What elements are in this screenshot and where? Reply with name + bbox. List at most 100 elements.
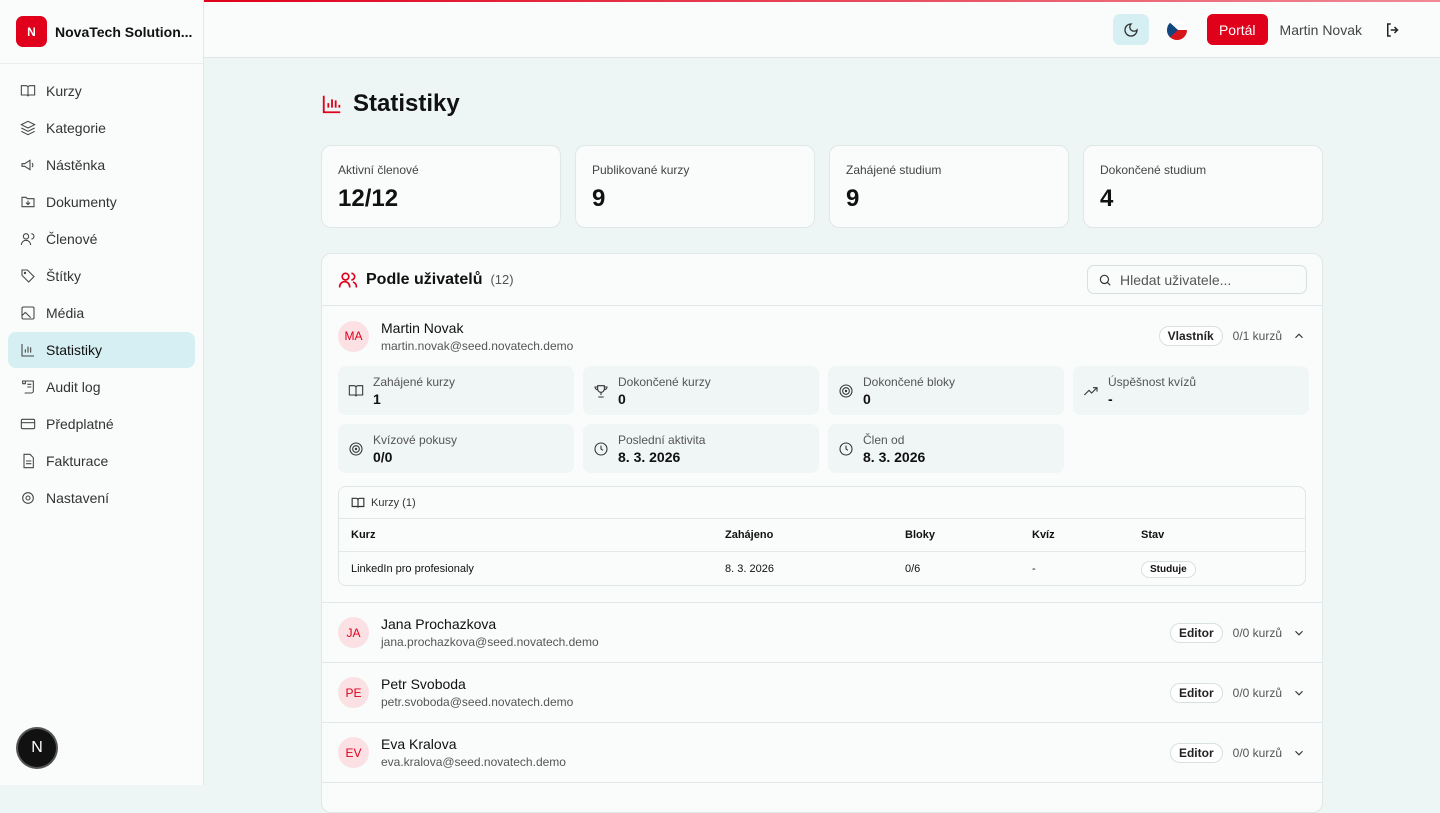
dev-badge[interactable]: N — [18, 729, 56, 767]
sidebar-item-3[interactable]: Dokumenty — [8, 184, 195, 220]
user-row[interactable]: EV Eva Kralova eva.kralova@seed.novatech.d… — [322, 723, 1322, 783]
sidebar-item-label: Dokumenty — [46, 194, 117, 210]
org-name: NovaTech Solution... — [55, 23, 193, 40]
language-flag-icon[interactable] — [1166, 19, 1187, 40]
sidebar-item-label: Kategorie — [46, 120, 106, 136]
trending-icon — [1083, 386, 1098, 395]
sidebar-item-5[interactable]: Štítky — [8, 258, 195, 294]
courses-table: Kurzy (1) Kurz Zahájeno Bloky Kvíz Stav Link… — [338, 486, 1306, 586]
stat-card: Aktivní členové 12/12 — [321, 145, 561, 228]
chevron-down-icon[interactable] — [1292, 626, 1306, 640]
user-name[interactable]: Martin Novak — [1279, 21, 1362, 38]
avatar: MA — [338, 320, 369, 352]
chevron-up-icon[interactable] — [1292, 329, 1306, 343]
user-stat: Zahájené kurzy 1 — [338, 366, 574, 415]
role-badge: Vlastník — [1158, 326, 1223, 346]
user-stat-label: Kvízové pokusy — [373, 432, 458, 447]
stat-value: 9 — [592, 185, 606, 212]
user-stat-label: Poslední aktivita — [618, 432, 706, 447]
user-details: Zahájené kurzy 1 Dokončené kurzy 0 Dokončené… — [322, 366, 1322, 603]
stat-label: Aktivní členové — [338, 163, 419, 177]
column-header: Stav — [1141, 529, 1165, 541]
sidebar-item-6[interactable]: Média — [8, 295, 195, 331]
users-icon — [338, 272, 358, 287]
top-header: Portál Martin Novak — [204, 0, 1440, 58]
role-badge: Editor — [1169, 682, 1223, 703]
table-cell: 0/6 — [905, 562, 921, 575]
table-cell: LinkedIn pro profesionaly — [351, 562, 474, 575]
search-placeholder: Hledat uživatele... — [1120, 271, 1232, 288]
moon-icon — [1124, 22, 1138, 37]
role-badge: Editor — [1169, 622, 1223, 643]
target-icon — [349, 441, 363, 456]
folder-icon — [21, 196, 35, 208]
portal-button[interactable]: Portál — [1206, 14, 1268, 45]
file-icon — [23, 453, 34, 469]
user-stat-value: 8. 3. 2026 — [618, 448, 681, 465]
user-stat: Kvízové pokusy 0/0 — [338, 424, 574, 473]
users-panel: Podle uživatelů (12) Hledat uživatele...… — [321, 253, 1323, 813]
gear-icon — [22, 492, 34, 504]
table-cell: 8. 3. 2026 — [725, 562, 774, 575]
sidebar-item-2[interactable]: Nástěnka — [8, 147, 195, 183]
panel-count: (12) — [490, 272, 514, 287]
stat-value: 4 — [1100, 185, 1114, 212]
layers-icon — [20, 120, 36, 136]
book-icon — [20, 85, 36, 97]
chevron-down-icon[interactable] — [1292, 686, 1306, 700]
sidebar-item-7[interactable]: Statistiky — [8, 332, 195, 368]
sidebar-item-11[interactable]: Nastavení — [8, 480, 195, 516]
users-icon — [20, 233, 35, 246]
stat-label: Zahájené studium — [846, 163, 942, 177]
stat-label: Publikované kurzy — [592, 163, 690, 177]
avatar: PE — [338, 677, 369, 708]
user-stat-label: Zahájené kurzy — [373, 374, 456, 389]
theme-toggle-button[interactable] — [1112, 14, 1149, 45]
user-row[interactable]: JA Jana Prochazkova jana.prochazkova@seed.… — [322, 603, 1322, 663]
user-email: petr.svoboda@seed.novatech.demo — [381, 695, 574, 709]
page-title: Statistiky — [321, 90, 460, 118]
stat-value: 9 — [846, 185, 860, 212]
user-stat-value: 8. 3. 2026 — [863, 448, 926, 465]
sidebar-item-1[interactable]: Kategorie — [8, 110, 195, 146]
user-stat-label: Úspěšnost kvízů — [1108, 374, 1197, 389]
user-search-input[interactable]: Hledat uživatele... — [1087, 265, 1307, 294]
sidebar-item-label: Statistiky — [46, 342, 103, 358]
sidebar-item-8[interactable]: Audit log — [8, 369, 195, 405]
sidebar-item-4[interactable]: Členové — [8, 221, 195, 257]
user-stat-label: Dokončené bloky — [863, 374, 956, 389]
sidebar-item-label: Členové — [46, 231, 98, 247]
user-stat: Dokončené kurzy 0 — [583, 366, 819, 415]
tag-icon — [21, 269, 35, 283]
user-email: eva.kralova@seed.novatech.demo — [381, 755, 566, 769]
course-count: 0/1 kurzů — [1232, 329, 1282, 343]
user-stat-label: Dokončené kurzy — [618, 374, 711, 389]
user-name: Eva Kralova — [381, 736, 457, 752]
user-stat: Člen od 8. 3. 2026 — [828, 424, 1064, 473]
logout-icon[interactable] — [1384, 21, 1402, 39]
avatar: JA — [338, 617, 369, 648]
course-count: 0/0 kurzů — [1232, 625, 1282, 640]
sidebar-item-0[interactable]: Kurzy — [8, 73, 195, 109]
stat-label: Dokončené studium — [1100, 163, 1207, 177]
sidebar-nav: Kurzy Kategorie Nástěnka Dokumenty Členové Št… — [0, 64, 203, 516]
table-row[interactable]: LinkedIn pro profesionaly 8. 3. 2026 0/6 - S… — [339, 552, 1305, 585]
sidebar-item-9[interactable]: Předplatné — [8, 406, 195, 442]
user-row[interactable]: PE Petr Svoboda petr.svoboda@seed.novatech… — [322, 663, 1322, 723]
column-header: Kurz — [351, 529, 376, 541]
courses-table-title: Kurzy (1) — [371, 496, 416, 509]
user-stat-value: 0/0 — [373, 448, 393, 465]
user-row-expanded[interactable]: MA Martin Novak martin.novak@seed.novatec… — [322, 306, 1322, 366]
user-stat-value: 0 — [863, 390, 871, 407]
column-header: Zahájeno — [725, 529, 774, 541]
sidebar-item-10[interactable]: Fakturace — [8, 443, 195, 479]
stat-card: Dokončené studium 4 — [1083, 145, 1323, 228]
chevron-down-icon[interactable] — [1292, 746, 1306, 760]
brand[interactable]: N NovaTech Solution... — [0, 0, 203, 64]
user-stat: Úspěšnost kvízů - — [1073, 366, 1309, 415]
user-stat-value: - — [1108, 390, 1113, 407]
book-icon — [348, 384, 364, 396]
stat-card: Publikované kurzy 9 — [575, 145, 815, 228]
user-stat: Poslední aktivita 8. 3. 2026 — [583, 424, 819, 473]
scroll-icon — [22, 380, 34, 394]
